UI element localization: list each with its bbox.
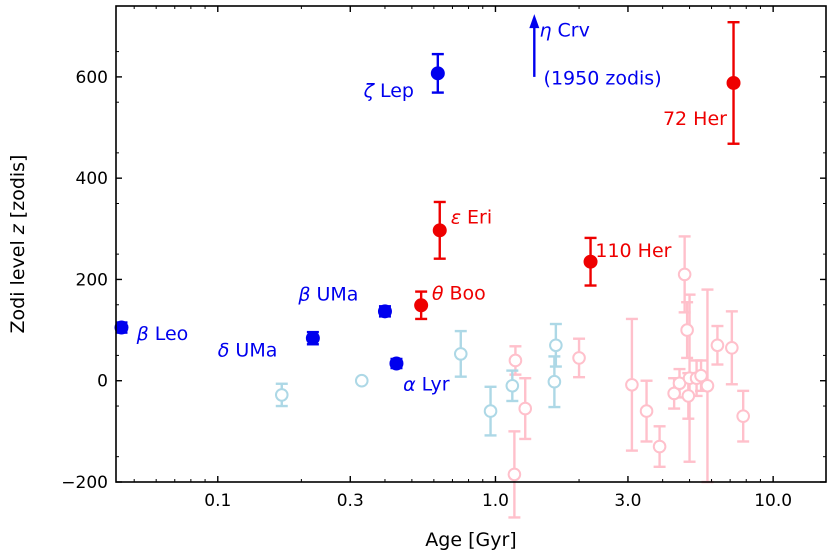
tick-layer: −200 0 200 400 600 0.1 0.3 1.0 3.0 10.0 [61, 6, 826, 511]
label-eps-eri-text: Eri [461, 207, 492, 229]
nondetections-late-point-2 [518, 401, 533, 416]
detections-early-point-1 [305, 331, 320, 346]
nondetections-late-point-14 [694, 368, 708, 383]
nondetections-early-point-6 [547, 374, 562, 389]
label-zeta-lep-text: Lep [374, 80, 414, 102]
label-alpha-lyr: α Lyr [403, 373, 450, 395]
y-tick-label-1: 0 [97, 372, 108, 392]
x-axis-label: Age [Gyr] [425, 529, 516, 551]
label-alpha-lyr-greek: α [403, 373, 416, 395]
nondetections-late-point-6 [652, 439, 667, 454]
detections-late-point-2 [583, 254, 598, 269]
label-theta-boo: θ Boo [432, 283, 486, 305]
label-eta-crv-2-text: (1950 zodis) [544, 67, 662, 89]
x-tick-label-4: 10.0 [754, 491, 792, 511]
plot-frame [115, 5, 827, 483]
label-zeta-lep-greek: ζ [363, 80, 376, 102]
label-delta-uma-text: UMa [229, 339, 277, 361]
nondetections-late-point-0 [508, 353, 523, 368]
y-axis-label-suffix: [zodis] [7, 155, 29, 225]
label-beta-leo: β Leo [136, 323, 189, 345]
label-beta-uma: β UMa [297, 284, 358, 306]
nondetections-late-point-5 [639, 404, 654, 418]
y-tick-label-3: 400 [76, 169, 108, 189]
detections-late-point-3 [726, 75, 741, 90]
nondetections-early-point-0 [274, 388, 289, 402]
y-axis-label-var: z [7, 223, 29, 235]
detections-early-point-0 [114, 320, 129, 335]
y-tick-label-0: −200 [61, 473, 108, 493]
label-eta-crv-1: η Crv [539, 19, 589, 41]
label-zeta-lep: ζ Lep [363, 80, 414, 102]
label-her-110-text: 110 Her [595, 240, 671, 262]
x-tick-label-2: 1.0 [482, 491, 509, 511]
nondetections-late-point-4 [625, 377, 639, 392]
nondetections-late-point-10 [680, 323, 694, 337]
detections-late-point-0 [414, 298, 429, 313]
nondetections-late-point-7 [667, 386, 681, 401]
nondetections-early-point-1 [354, 373, 369, 388]
label-eta-crv-2: (1950 zodis) [544, 67, 662, 89]
label-beta-uma-greek: β [297, 284, 310, 306]
label-eps-eri: ε Eri [451, 207, 492, 229]
label-delta-uma: δ UMa [218, 339, 278, 361]
detections-early-point-2 [377, 304, 392, 319]
label-beta-leo-greek: β [136, 323, 149, 345]
nondetections-early-point-3 [483, 404, 498, 418]
nondetections-late-point-9 [677, 267, 692, 282]
nondetections-early-point-5 [549, 338, 563, 353]
x-tick-label-3: 3.0 [614, 491, 641, 511]
nondetections-late-point-3 [572, 351, 586, 365]
marker-layer [114, 66, 750, 482]
nondetections-early-point-2 [453, 347, 468, 361]
label-her-72-text: 72 Her [663, 108, 727, 130]
y-axis-label: Zodi level z [zodis] [7, 155, 29, 334]
label-theta-boo-text: Boo [443, 283, 485, 305]
y-tick-label-4: 600 [76, 68, 108, 88]
label-eta-crv-1-greek: η [539, 19, 551, 41]
nondetections-late-point-15 [700, 378, 715, 393]
eta-crv-arrow-head [529, 14, 540, 29]
y-tick-label-2: 200 [76, 270, 108, 290]
label-beta-leo-text: Leo [149, 323, 189, 345]
detections-early-point-4 [430, 66, 445, 81]
nondetections-late-point-1 [507, 467, 522, 482]
nondetections-late-point-11 [681, 389, 696, 403]
label-eps-eri-greek: ε [451, 207, 461, 229]
nondetections-early-point-4 [505, 378, 520, 393]
y-axis-label-prefix: Zodi level [7, 234, 29, 333]
x-tick-label-1: 0.3 [337, 491, 364, 511]
x-tick-label-0: 0.1 [204, 491, 231, 511]
label-her-72: 72 Her [663, 108, 727, 130]
nondetections-late-point-17 [725, 341, 739, 355]
label-delta-uma-greek: δ [218, 339, 230, 361]
label-theta-boo-greek: θ [432, 283, 444, 305]
label-alpha-lyr-text: Lyr [416, 373, 450, 395]
label-eta-crv-1-text: Crv [551, 19, 589, 41]
label-beta-uma-text: UMa [310, 284, 358, 306]
label-her-110: 110 Her [595, 240, 671, 262]
axes-layer [115, 5, 827, 483]
nondetections-late-point-16 [710, 338, 725, 353]
detections-late-point-1 [432, 223, 447, 238]
detections-early-point-3 [389, 356, 404, 371]
nondetections-late-point-18 [736, 409, 750, 423]
